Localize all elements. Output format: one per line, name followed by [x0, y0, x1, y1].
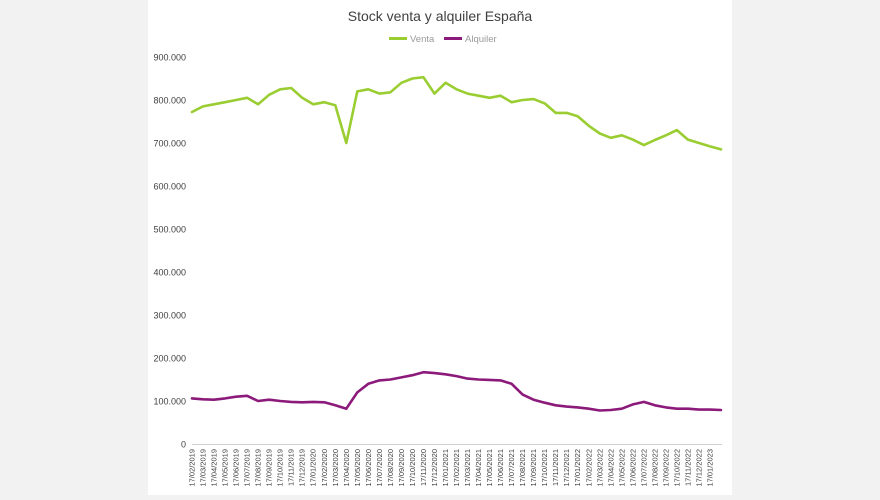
- chart-area: Stock venta y alquiler España Venta Alqu…: [148, 0, 732, 495]
- x-tick-label: 17/11/2019: [287, 449, 296, 486]
- x-tick-label: 17/10/2021: [540, 449, 549, 487]
- x-axis: 17/02/2019 17/03/2019 17/04/2019 17/05/2019…: [188, 444, 722, 487]
- y-tick-label: 400.000: [153, 268, 186, 278]
- y-tick-label: 500.000: [153, 225, 186, 235]
- y-tick-label: 900.000: [153, 53, 186, 63]
- x-tick-label: 17/04/2019: [210, 449, 219, 487]
- x-tick-label: 17/03/2022: [595, 449, 604, 487]
- x-tick-label: 17/02/2019: [188, 449, 197, 487]
- x-tick-label: 17/01/2023: [706, 449, 715, 487]
- x-tick-label: 17/08/2021: [518, 449, 527, 487]
- x-tick-label: 17/10/2022: [672, 449, 681, 487]
- x-tick-label: 17/03/2021: [463, 449, 472, 487]
- x-tick-label: 17/12/2022: [695, 449, 704, 487]
- x-tick-label: 17/08/2022: [650, 449, 659, 487]
- y-tick-label: 600.000: [153, 182, 186, 192]
- x-tick-label: 17/07/2021: [507, 449, 516, 487]
- x-tick-label: 17/06/2020: [364, 449, 373, 487]
- line-chart: Stock venta y alquiler España Venta Alqu…: [153, 8, 723, 487]
- series-line-venta: [190, 75, 723, 151]
- x-tick-label: 17/04/2020: [342, 449, 351, 487]
- x-tick-label: 17/07/2022: [639, 449, 648, 487]
- x-tick-label: 17/05/2019: [221, 449, 230, 487]
- legend-label-alquiler: Alquiler: [465, 34, 497, 45]
- legend-label-venta: Venta: [410, 34, 435, 45]
- series-layer: [190, 75, 723, 412]
- y-tick-label: 300.000: [153, 311, 186, 321]
- y-tick-label: 700.000: [153, 139, 186, 149]
- x-tick-label: 17/11/2022: [683, 449, 692, 486]
- y-tick-label: 0: [181, 440, 186, 450]
- y-axis: 0 100.000 200.000 300.000 400.000 500.000 600.…: [153, 53, 186, 450]
- x-tick-label: 17/07/2020: [375, 449, 384, 487]
- x-tick-label: 17/12/2021: [562, 449, 571, 487]
- x-tick-label: 17/11/2021: [551, 449, 560, 486]
- x-tick-label: 17/09/2022: [661, 449, 670, 487]
- series-line-alquiler: [190, 370, 723, 412]
- x-tick-label: 17/02/2020: [320, 449, 329, 487]
- y-tick-label: 800.000: [153, 96, 186, 106]
- x-tick-label: 17/10/2020: [408, 449, 417, 487]
- x-tick-label: 17/06/2021: [496, 449, 505, 487]
- x-tick-label: 17/12/2020: [430, 449, 439, 487]
- x-tick-label: 17/09/2019: [265, 449, 274, 487]
- x-tick-label: 17/06/2019: [232, 449, 241, 487]
- x-tick-label: 17/09/2020: [397, 449, 406, 487]
- x-tick-label: 17/03/2019: [199, 449, 208, 487]
- x-tick-label: 17/08/2020: [386, 449, 395, 487]
- x-tick-label: 17/01/2021: [441, 449, 450, 487]
- x-tick-label: 17/10/2019: [276, 449, 285, 487]
- x-tick-label: 17/04/2022: [606, 449, 615, 487]
- x-tick-label: 17/09/2021: [529, 449, 538, 487]
- y-tick-label: 100.000: [153, 397, 186, 407]
- x-tick-label: 17/05/2020: [353, 449, 362, 487]
- x-tick-label: 17/11/2020: [419, 449, 428, 486]
- x-tick-label: 17/06/2022: [628, 449, 637, 487]
- chart-title: Stock venta y alquiler España: [348, 8, 533, 24]
- x-tick-label: 17/12/2019: [298, 449, 307, 487]
- x-tick-label: 17/07/2019: [243, 449, 252, 487]
- x-tick-label: 17/05/2021: [485, 449, 494, 487]
- x-tick-label: 17/01/2020: [309, 449, 318, 487]
- x-tick-label: 17/05/2022: [617, 449, 626, 487]
- x-tick-label: 17/01/2022: [573, 449, 582, 487]
- y-tick-label: 200.000: [153, 354, 186, 364]
- x-tick-label: 17/02/2022: [584, 449, 593, 487]
- x-tick-label: 17/04/2021: [474, 449, 483, 487]
- x-tick-label: 17/03/2020: [331, 449, 340, 487]
- legend: Venta Alquiler: [389, 34, 497, 45]
- x-tick-label: 17/08/2019: [254, 449, 263, 487]
- x-tick-label: 17/02/2021: [452, 449, 461, 487]
